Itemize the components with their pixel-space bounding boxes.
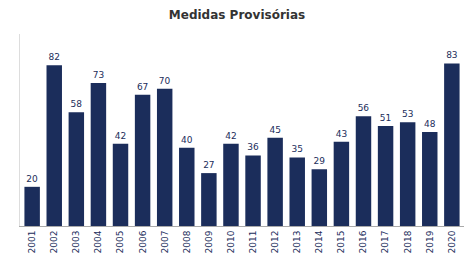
- svg-text:2001: 2001: [27, 231, 37, 254]
- svg-text:20: 20: [26, 174, 38, 184]
- svg-text:45: 45: [269, 125, 280, 135]
- svg-text:27: 27: [203, 160, 214, 170]
- svg-text:36: 36: [247, 142, 259, 152]
- svg-text:2020: 2020: [447, 230, 457, 253]
- svg-text:73: 73: [93, 70, 104, 80]
- svg-text:35: 35: [291, 144, 302, 154]
- svg-text:2002: 2002: [49, 231, 59, 254]
- svg-text:2016: 2016: [358, 230, 368, 253]
- svg-text:58: 58: [70, 99, 82, 109]
- svg-text:2018: 2018: [403, 230, 413, 253]
- svg-text:2009: 2009: [204, 230, 214, 253]
- svg-text:2005: 2005: [115, 231, 125, 254]
- svg-text:42: 42: [225, 131, 236, 141]
- svg-text:2017: 2017: [381, 231, 391, 254]
- svg-text:56: 56: [358, 103, 370, 113]
- svg-text:2004: 2004: [93, 230, 103, 253]
- svg-text:2014: 2014: [314, 230, 324, 253]
- svg-text:70: 70: [159, 76, 171, 86]
- svg-text:2019: 2019: [425, 230, 435, 253]
- svg-text:2003: 2003: [71, 231, 81, 254]
- svg-text:2015: 2015: [336, 231, 346, 254]
- svg-text:2008: 2008: [182, 230, 192, 253]
- svg-text:42: 42: [115, 131, 126, 141]
- svg-text:48: 48: [424, 119, 436, 129]
- svg-text:2012: 2012: [270, 231, 280, 254]
- svg-text:Medidas Provisórias: Medidas Provisórias: [169, 8, 305, 22]
- svg-text:2010: 2010: [226, 230, 236, 253]
- svg-text:2013: 2013: [292, 231, 302, 254]
- svg-text:67: 67: [137, 82, 148, 92]
- svg-text:29: 29: [313, 156, 325, 166]
- svg-text:2011: 2011: [248, 231, 258, 254]
- svg-text:53: 53: [402, 109, 413, 119]
- svg-text:2007: 2007: [160, 231, 170, 254]
- svg-text:40: 40: [181, 135, 193, 145]
- svg-text:83: 83: [446, 50, 457, 60]
- svg-text:82: 82: [49, 52, 60, 62]
- svg-text:51: 51: [380, 113, 391, 123]
- svg-text:43: 43: [336, 129, 347, 139]
- svg-text:2006: 2006: [138, 230, 148, 253]
